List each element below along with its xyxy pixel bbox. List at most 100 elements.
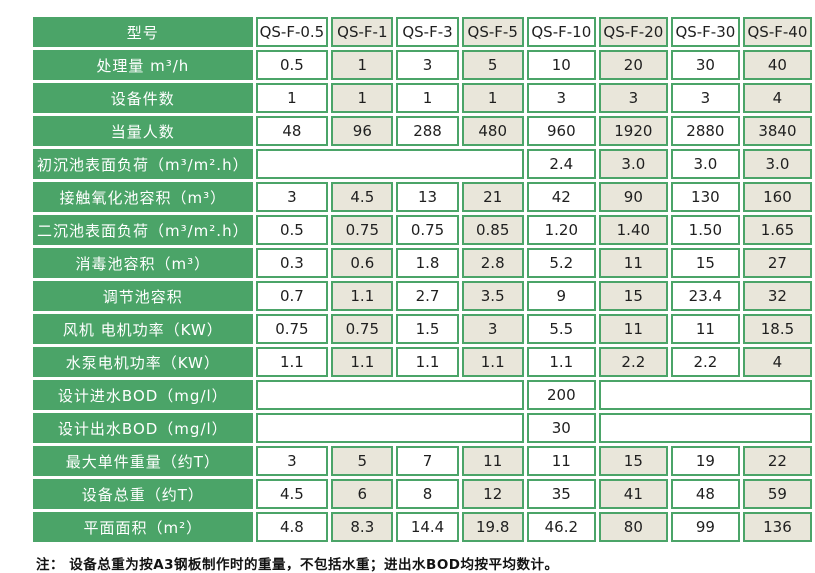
- table-row: 最大单件重量（约T） 3 5 7 11 11 15 19 22: [33, 446, 812, 476]
- value-cell: 3.5: [461, 281, 524, 311]
- value-cell: 1.65: [742, 215, 812, 245]
- value-cell: 8.3: [331, 512, 394, 542]
- value-cell: 7: [396, 446, 459, 476]
- value-cell: 3.0: [742, 149, 812, 179]
- value-cell: 18.5: [742, 314, 812, 344]
- row-label: 调节池容积: [33, 281, 253, 311]
- value-cell: 2.2: [670, 347, 740, 377]
- value-cell: 2.7: [396, 281, 459, 311]
- value-cell: 2880: [670, 116, 740, 146]
- value-cell: 0.75: [331, 314, 394, 344]
- column-header-QS-F-0.5: QS-F-0.5: [255, 17, 329, 47]
- table-row: 当量人数 48 96 288 480 960 1920 2880 3840: [33, 116, 812, 146]
- table-row: 二沉池表面负荷（m³/m².h） 0.5 0.75 0.75 0.85 1.20 1.40 1…: [33, 215, 812, 245]
- column-header-QS-F-3: QS-F-3: [396, 17, 459, 47]
- value-cell: 3: [526, 83, 596, 113]
- value-cell: 3: [461, 314, 524, 344]
- value-cell: 1.50: [670, 215, 740, 245]
- value-cell: 27: [742, 248, 812, 278]
- value-cell: 30: [670, 50, 740, 80]
- value-cell: 3: [598, 83, 668, 113]
- value-cell: 15: [670, 248, 740, 278]
- value-cell: 5: [461, 50, 524, 80]
- value-cell: 3.0: [670, 149, 740, 179]
- value-cell: 19: [670, 446, 740, 476]
- value-cell: 4: [742, 347, 812, 377]
- value-cell: 48: [255, 116, 329, 146]
- value-cell: 130: [670, 182, 740, 212]
- row-label: 接触氧化池容积（m³）: [33, 182, 253, 212]
- value-cell: 1.1: [396, 347, 459, 377]
- value-cell: 1: [461, 83, 524, 113]
- value-cell: 0.7: [255, 281, 329, 311]
- value-cell: 1.8: [396, 248, 459, 278]
- value-cell: 40: [742, 50, 812, 80]
- value-cell: 48: [670, 479, 740, 509]
- empty-cell: [255, 149, 524, 179]
- value-cell: 3: [670, 83, 740, 113]
- value-cell: 0.6: [331, 248, 394, 278]
- value-cell: 90: [598, 182, 668, 212]
- table-row: 初沉池表面负荷（m³/m².h） 2.4 3.0 3.0 3.0: [33, 149, 812, 179]
- row-label: 消毒池容积（m³）: [33, 248, 253, 278]
- row-label: 二沉池表面负荷（m³/m².h）: [33, 215, 253, 245]
- value-cell: 0.85: [461, 215, 524, 245]
- table-row: 设计进水BOD（mg/l） 200: [33, 380, 812, 410]
- value-cell: 35: [526, 479, 596, 509]
- value-cell: 1: [331, 50, 394, 80]
- table-row: 消毒池容积（m³） 0.3 0.6 1.8 2.8 5.2 11 15 27: [33, 248, 812, 278]
- empty-cell: [255, 380, 524, 410]
- column-header-QS-F-40: QS-F-40: [742, 17, 812, 47]
- spec-table: 型号 QS-F-0.5 QS-F-1 QS-F-3 QS-F-5 QS-F-10 QS-F-…: [30, 14, 815, 545]
- row-label: 设计出水BOD（mg/l）: [33, 413, 253, 443]
- value-cell: 11: [461, 446, 524, 476]
- value-cell: 5: [331, 446, 394, 476]
- value-cell: 1.20: [526, 215, 596, 245]
- value-cell: 46.2: [526, 512, 596, 542]
- value-cell: 200: [526, 380, 596, 410]
- value-cell: 0.75: [396, 215, 459, 245]
- value-cell: 1.1: [331, 281, 394, 311]
- table-row: 接触氧化池容积（m³） 3 4.5 13 21 42 90 130 160: [33, 182, 812, 212]
- column-header-QS-F-30: QS-F-30: [670, 17, 740, 47]
- value-cell: 8: [396, 479, 459, 509]
- row-label: 初沉池表面负荷（m³/m².h）: [33, 149, 253, 179]
- row-label: 处理量 m³/h: [33, 50, 253, 80]
- value-cell: 14.4: [396, 512, 459, 542]
- value-cell: 1920: [598, 116, 668, 146]
- empty-cell: [255, 413, 524, 443]
- value-cell: 0.5: [255, 215, 329, 245]
- table-row: 平面面积（m²） 4.8 8.3 14.4 19.8 46.2 80 99 136: [33, 512, 812, 542]
- table-row: 水泵电机功率（KW） 1.1 1.1 1.1 1.1 1.1 2.2 2.2 4: [33, 347, 812, 377]
- value-cell: 13: [396, 182, 459, 212]
- value-cell: 136: [742, 512, 812, 542]
- footnote: 注： 设备总重为按A3钢板制作时的重量，不包括水重；进出水BOD均按平均数计。: [36, 557, 559, 573]
- table-row: 风机 电机功率（KW） 0.75 0.75 1.5 3 5.5 11 11 18.5: [33, 314, 812, 344]
- value-cell: 0.3: [255, 248, 329, 278]
- value-cell: 5.2: [526, 248, 596, 278]
- value-cell: 4.5: [255, 479, 329, 509]
- value-cell: 15: [598, 446, 668, 476]
- value-cell: 2.8: [461, 248, 524, 278]
- value-cell: 19.8: [461, 512, 524, 542]
- value-cell: 3.0: [598, 149, 668, 179]
- value-cell: 20: [598, 50, 668, 80]
- column-header-QS-F-1: QS-F-1: [331, 17, 394, 47]
- row-label: 平面面积（m²）: [33, 512, 253, 542]
- value-cell: 1.40: [598, 215, 668, 245]
- value-cell: 960: [526, 116, 596, 146]
- column-header-QS-F-20: QS-F-20: [598, 17, 668, 47]
- value-cell: 3: [255, 446, 329, 476]
- value-cell: 5.5: [526, 314, 596, 344]
- table-row: 设备总重（约T） 4.5 6 8 12 35 41 48 59: [33, 479, 812, 509]
- table-row: 调节池容积 0.7 1.1 2.7 3.5 9 15 23.4 32: [33, 281, 812, 311]
- row-label: 风机 电机功率（KW）: [33, 314, 253, 344]
- row-label: 最大单件重量（约T）: [33, 446, 253, 476]
- value-cell: 11: [598, 248, 668, 278]
- value-cell: 15: [598, 281, 668, 311]
- spec-table-body: 型号 QS-F-0.5 QS-F-1 QS-F-3 QS-F-5 QS-F-10 QS-F-…: [33, 17, 812, 542]
- value-cell: 10: [526, 50, 596, 80]
- table-row: 设计出水BOD（mg/l） 30: [33, 413, 812, 443]
- value-cell: 4: [742, 83, 812, 113]
